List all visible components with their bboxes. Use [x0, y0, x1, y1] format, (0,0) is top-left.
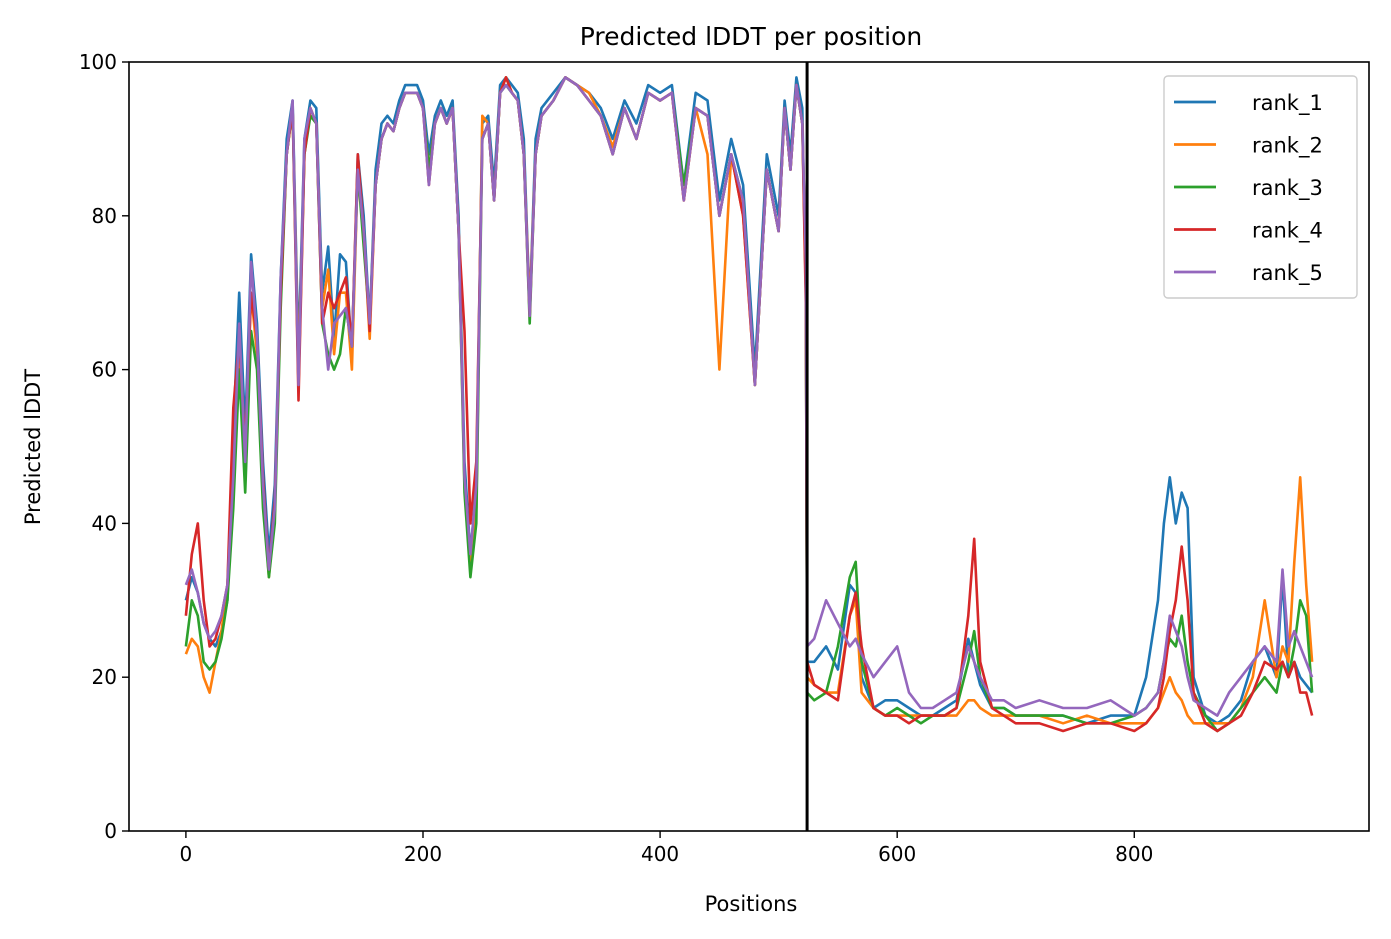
y-axis-label: Predicted lDDT: [21, 369, 45, 525]
legend-label-rank_1: rank_1: [1252, 91, 1323, 116]
y-tick-label: 20: [92, 665, 117, 689]
legend-box: [1163, 75, 1358, 299]
series-line-rank_2: [184, 76, 1314, 725]
series-line-rank_3: [184, 76, 1314, 733]
y-tick-label: 100: [79, 50, 117, 74]
legend-label-rank_4: rank_4: [1252, 219, 1323, 244]
y-tick-label: 80: [92, 204, 117, 228]
series-line-rank_1: [184, 76, 1314, 725]
x-tick-label: 0: [180, 842, 193, 866]
ticks-layer: 0 200 400 600 800 0 20 40 60 80 100: [79, 50, 1154, 866]
x-tick-label: 200: [404, 842, 442, 866]
legend-label-rank_5: rank_5: [1252, 261, 1323, 286]
legend-label-rank_3: rank_3: [1252, 176, 1323, 201]
series-layer: [184, 76, 1314, 733]
series-line-rank_4: [184, 76, 1314, 733]
y-tick-label: 0: [104, 819, 117, 843]
x-tick-label: 400: [641, 842, 679, 866]
legend-label-rank_2: rank_2: [1252, 134, 1323, 159]
x-tick-label: 800: [1115, 842, 1153, 866]
legend: rank_1 rank_2 rank_3 rank_4 rank_5: [1163, 75, 1358, 299]
plot-frame: [128, 61, 1370, 832]
y-tick-label: 60: [92, 358, 117, 382]
chart-title: Predicted lDDT per position: [580, 22, 922, 51]
x-tick-label: 600: [878, 842, 916, 866]
x-axis-label: Positions: [705, 892, 798, 916]
series-line-rank_5: [184, 76, 1314, 717]
y-tick-label: 40: [92, 511, 117, 535]
